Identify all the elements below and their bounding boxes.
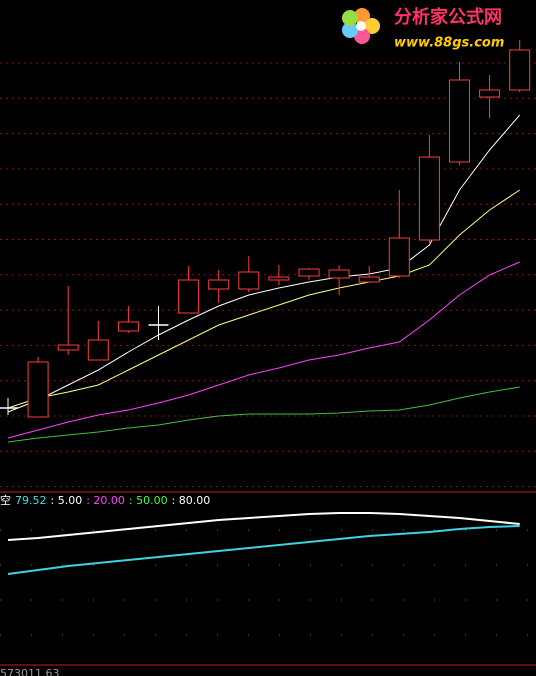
legend-text: 79.52 — [15, 494, 47, 507]
candle-body — [509, 49, 531, 91]
legend-text: : 80.00 — [172, 494, 211, 507]
candle-body — [87, 339, 109, 361]
legend-text: : 50.00 — [129, 494, 168, 507]
candle-body — [178, 279, 200, 314]
candle-body — [117, 321, 139, 332]
ma-line — [7, 386, 520, 443]
ma-line — [7, 189, 520, 409]
candle-body — [358, 276, 380, 283]
ma-line — [7, 261, 520, 439]
indicator-line — [7, 512, 520, 541]
footer: 573011.63 — [0, 667, 60, 676]
candle-body — [27, 361, 49, 418]
logo-title: 分析家公式网 — [394, 6, 502, 28]
legend-text: 空 — [0, 493, 11, 507]
candle-body — [298, 268, 320, 277]
legend-text: : 5.00 — [51, 494, 83, 507]
candle-body — [479, 89, 501, 98]
candle-body — [57, 344, 79, 351]
candle-body — [328, 269, 350, 279]
indicator-line — [7, 525, 520, 575]
legend-text: : 20.00 — [86, 494, 125, 507]
candle-body — [208, 279, 230, 290]
candle-body — [388, 237, 410, 277]
ma-line — [7, 114, 521, 413]
logo-url: www.88gs.com — [394, 36, 504, 51]
logo: 分析家公式网 www.88gs.com — [342, 6, 504, 51]
candle-body — [418, 156, 440, 241]
candle-body — [238, 271, 260, 290]
candle-body — [449, 79, 470, 163]
candle-body — [268, 276, 290, 281]
